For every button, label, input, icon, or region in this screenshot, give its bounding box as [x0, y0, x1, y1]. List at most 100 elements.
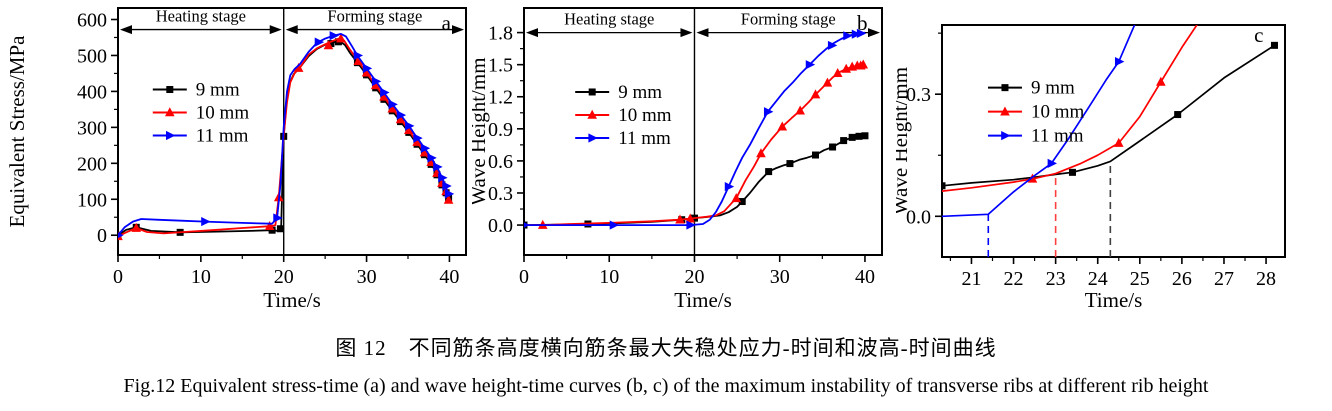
triangle-right-marker — [433, 162, 443, 172]
triangle-right-marker — [388, 99, 398, 109]
triangle-right-marker — [588, 133, 598, 143]
plot-frame — [117, 7, 467, 256]
x-tick-label: 10 — [191, 266, 211, 288]
triangle-right-marker — [166, 130, 176, 141]
x-tick-label: 26 — [1172, 268, 1192, 290]
series-line — [524, 63, 864, 227]
legend-label: 11 mm — [196, 126, 249, 147]
triangle-right-marker — [201, 216, 211, 227]
legend-label: 11 mm — [1031, 126, 1084, 147]
stage-label: Heating stage — [156, 7, 246, 26]
square-marker — [738, 198, 746, 206]
x-tick-label: 30 — [770, 266, 790, 288]
triangle-right-marker — [396, 110, 407, 120]
triangle-up-marker — [323, 40, 334, 50]
caption-chinese: 图 12 不同筋条高度横向筋条最大失稳处应力-时间和波高-时间曲线 — [335, 336, 997, 360]
square-marker — [1174, 111, 1182, 119]
stage-annotation: Forming stage — [285, 7, 464, 35]
y-tick-label: 0.9 — [488, 119, 513, 141]
series-11mm — [118, 31, 455, 238]
triangle-up-marker — [293, 62, 304, 72]
triangle-right-marker — [273, 213, 283, 223]
panel-letter: c — [1254, 23, 1263, 47]
y-tick-label: 0.3 — [488, 183, 513, 205]
series-line — [942, 44, 1275, 187]
series-11mm — [524, 28, 867, 230]
y-tick-label: 100 — [77, 189, 107, 211]
square-marker — [942, 182, 946, 190]
triangle-right-marker — [427, 153, 437, 163]
y-tick-label: 0.0 — [906, 206, 931, 228]
square-marker — [765, 168, 773, 176]
triangle-right-marker — [405, 121, 415, 131]
x-tick-label: 0 — [519, 266, 529, 288]
panel-letter: a — [442, 11, 452, 35]
legend-label: 10 mm — [1031, 102, 1085, 123]
x-tick-label: 27 — [1214, 268, 1234, 290]
triangle-up-marker — [387, 103, 398, 113]
triangle-right-marker — [444, 189, 455, 199]
triangle-up-marker — [756, 148, 766, 158]
triangle-right-marker — [420, 143, 431, 153]
arrow-left-icon — [696, 28, 709, 38]
arrow-left-icon — [526, 28, 538, 38]
triangle-up-marker — [810, 89, 821, 99]
triangle-right-marker — [118, 232, 124, 238]
square-marker — [1001, 84, 1009, 92]
x-axis-title: Time/s — [1085, 288, 1143, 312]
series-line — [524, 31, 866, 227]
triangle-up-marker — [731, 193, 742, 203]
y-tick-label: 1.8 — [488, 23, 513, 45]
y-axis-title: Wave Height/mm — [472, 57, 490, 205]
series-line — [942, 25, 1136, 218]
triangle-up-marker — [361, 67, 372, 77]
chart-panel-a: 0 10 20 30 400100200300400500600Time/sEquiva… — [5, 7, 467, 312]
x-tick-label: 28 — [1256, 268, 1276, 290]
legend-label: 9 mm — [196, 80, 240, 101]
square-marker — [861, 132, 869, 140]
axis-ticks: 21 22 23 24 25 26 27 28 0.0 0.3 — [906, 32, 1276, 290]
triangle-up-marker — [379, 91, 389, 101]
x-tick-label: 30 — [357, 266, 377, 288]
legend-label: 10 mm — [618, 105, 672, 126]
triangle-right-marker — [362, 63, 373, 74]
square-marker — [786, 160, 794, 168]
triangle-up-marker — [443, 194, 454, 204]
square-marker — [829, 143, 837, 151]
triangle-up-marker — [795, 105, 805, 115]
y-tick-label: 0 — [97, 225, 107, 247]
triangle-right-marker — [763, 107, 774, 117]
stage-label: Heating stage — [564, 10, 654, 29]
triangle-right-marker — [314, 37, 325, 47]
x-tick-label: 0 — [113, 266, 123, 288]
x-tick-label: 40 — [439, 266, 459, 288]
triangle-up-marker — [264, 221, 275, 231]
legend-label: 9 mm — [618, 82, 662, 103]
x-tick-label: 21 — [961, 268, 981, 290]
panel-letter: b — [857, 11, 868, 35]
x-tick-label: 25 — [1130, 268, 1150, 290]
square-marker — [855, 132, 863, 140]
arrow-right-icon — [868, 28, 880, 38]
square-marker — [840, 137, 848, 145]
triangle-up-marker — [1156, 76, 1166, 86]
triangle-right-marker — [442, 181, 452, 191]
chart-panel-c: 21 22 23 24 25 26 27 28 0.0 0.3 Time/s Wave Height/… — [896, 23, 1286, 312]
stage-label: Forming stage — [741, 10, 836, 29]
legend-label: 10 mm — [196, 103, 250, 124]
triangle-up-marker — [353, 56, 364, 66]
triangle-right-marker — [686, 220, 696, 230]
x-axis-title: Time/s — [674, 288, 732, 312]
triangle-right-marker — [609, 220, 620, 230]
arrow-left-icon — [120, 25, 132, 35]
plot-frame — [941, 24, 1286, 258]
triangle-up-marker — [131, 222, 142, 232]
triangle-up-marker — [1113, 137, 1124, 147]
triangle-right-marker — [1001, 131, 1011, 141]
arrow-right-icon — [269, 25, 282, 35]
